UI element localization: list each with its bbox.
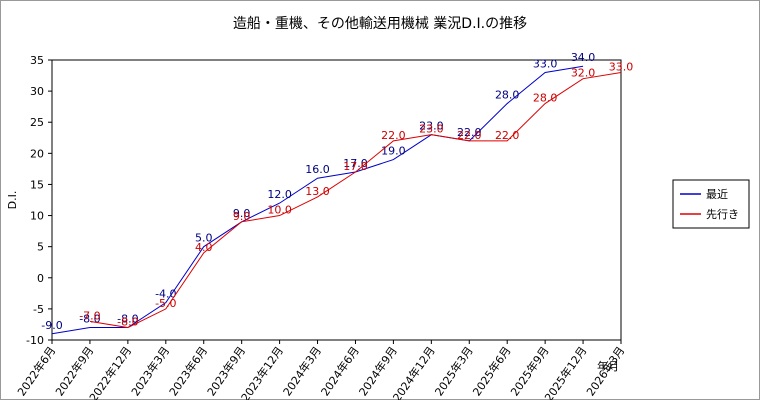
y-tick-label: -5: [33, 303, 44, 316]
value-label: 13.0: [305, 185, 330, 198]
value-label: -4.0: [155, 288, 176, 301]
x-axis-label: 年月: [597, 359, 619, 373]
value-label: 10.0: [267, 204, 292, 217]
value-label: 23.0: [419, 120, 444, 133]
series-line: [51, 65, 584, 335]
value-label: 32.0: [571, 67, 596, 80]
y-axis-label: D.I.: [6, 191, 19, 210]
y-tick-label: 30: [30, 85, 44, 98]
value-label: 9.0: [233, 207, 251, 220]
value-label: 34.0: [571, 51, 596, 64]
value-label: -5.0: [155, 297, 176, 310]
y-tick-label: 10: [30, 210, 44, 223]
value-label: 28.0: [533, 92, 558, 105]
value-label: -9.0: [41, 319, 62, 332]
legend-box: [672, 179, 750, 229]
value-label: 33.0: [609, 60, 634, 73]
y-tick-label: -10: [26, 334, 44, 347]
chart-title: 造船・重機、その他輸送用機械 業況D.I.の推移: [233, 16, 527, 32]
y-tick-label: 5: [37, 241, 44, 254]
value-label: 4.0: [195, 241, 213, 254]
series-line: [89, 71, 622, 329]
value-label: 28.0: [495, 89, 520, 102]
y-tick-label: 25: [30, 116, 44, 129]
value-label: -8.0: [117, 313, 138, 326]
value-label: 17.0: [343, 160, 368, 173]
plot-frame: [51, 59, 622, 341]
value-label: 12.0: [267, 188, 292, 201]
y-tick-label: 15: [30, 178, 44, 191]
value-label: 22.0: [495, 129, 520, 142]
value-label: -7.0: [79, 309, 100, 322]
value-label: 23.0: [419, 123, 444, 136]
legend-label: 最近: [706, 188, 728, 201]
value-label: 22.0: [457, 129, 482, 142]
y-tick-label: 20: [30, 147, 44, 160]
value-label: 22.0: [381, 129, 406, 142]
value-label: 9.0: [233, 210, 251, 223]
y-tick-label: 0: [37, 272, 44, 285]
value-label: 19.0: [381, 145, 406, 158]
value-label: 5.0: [195, 232, 213, 245]
value-label: 33.0: [533, 57, 558, 70]
value-label: 16.0: [305, 163, 330, 176]
value-label: 22.0: [457, 126, 482, 139]
legend-label: 先行き: [706, 208, 739, 221]
value-label: -8.0: [117, 316, 138, 329]
y-tick-label: 35: [30, 54, 44, 67]
